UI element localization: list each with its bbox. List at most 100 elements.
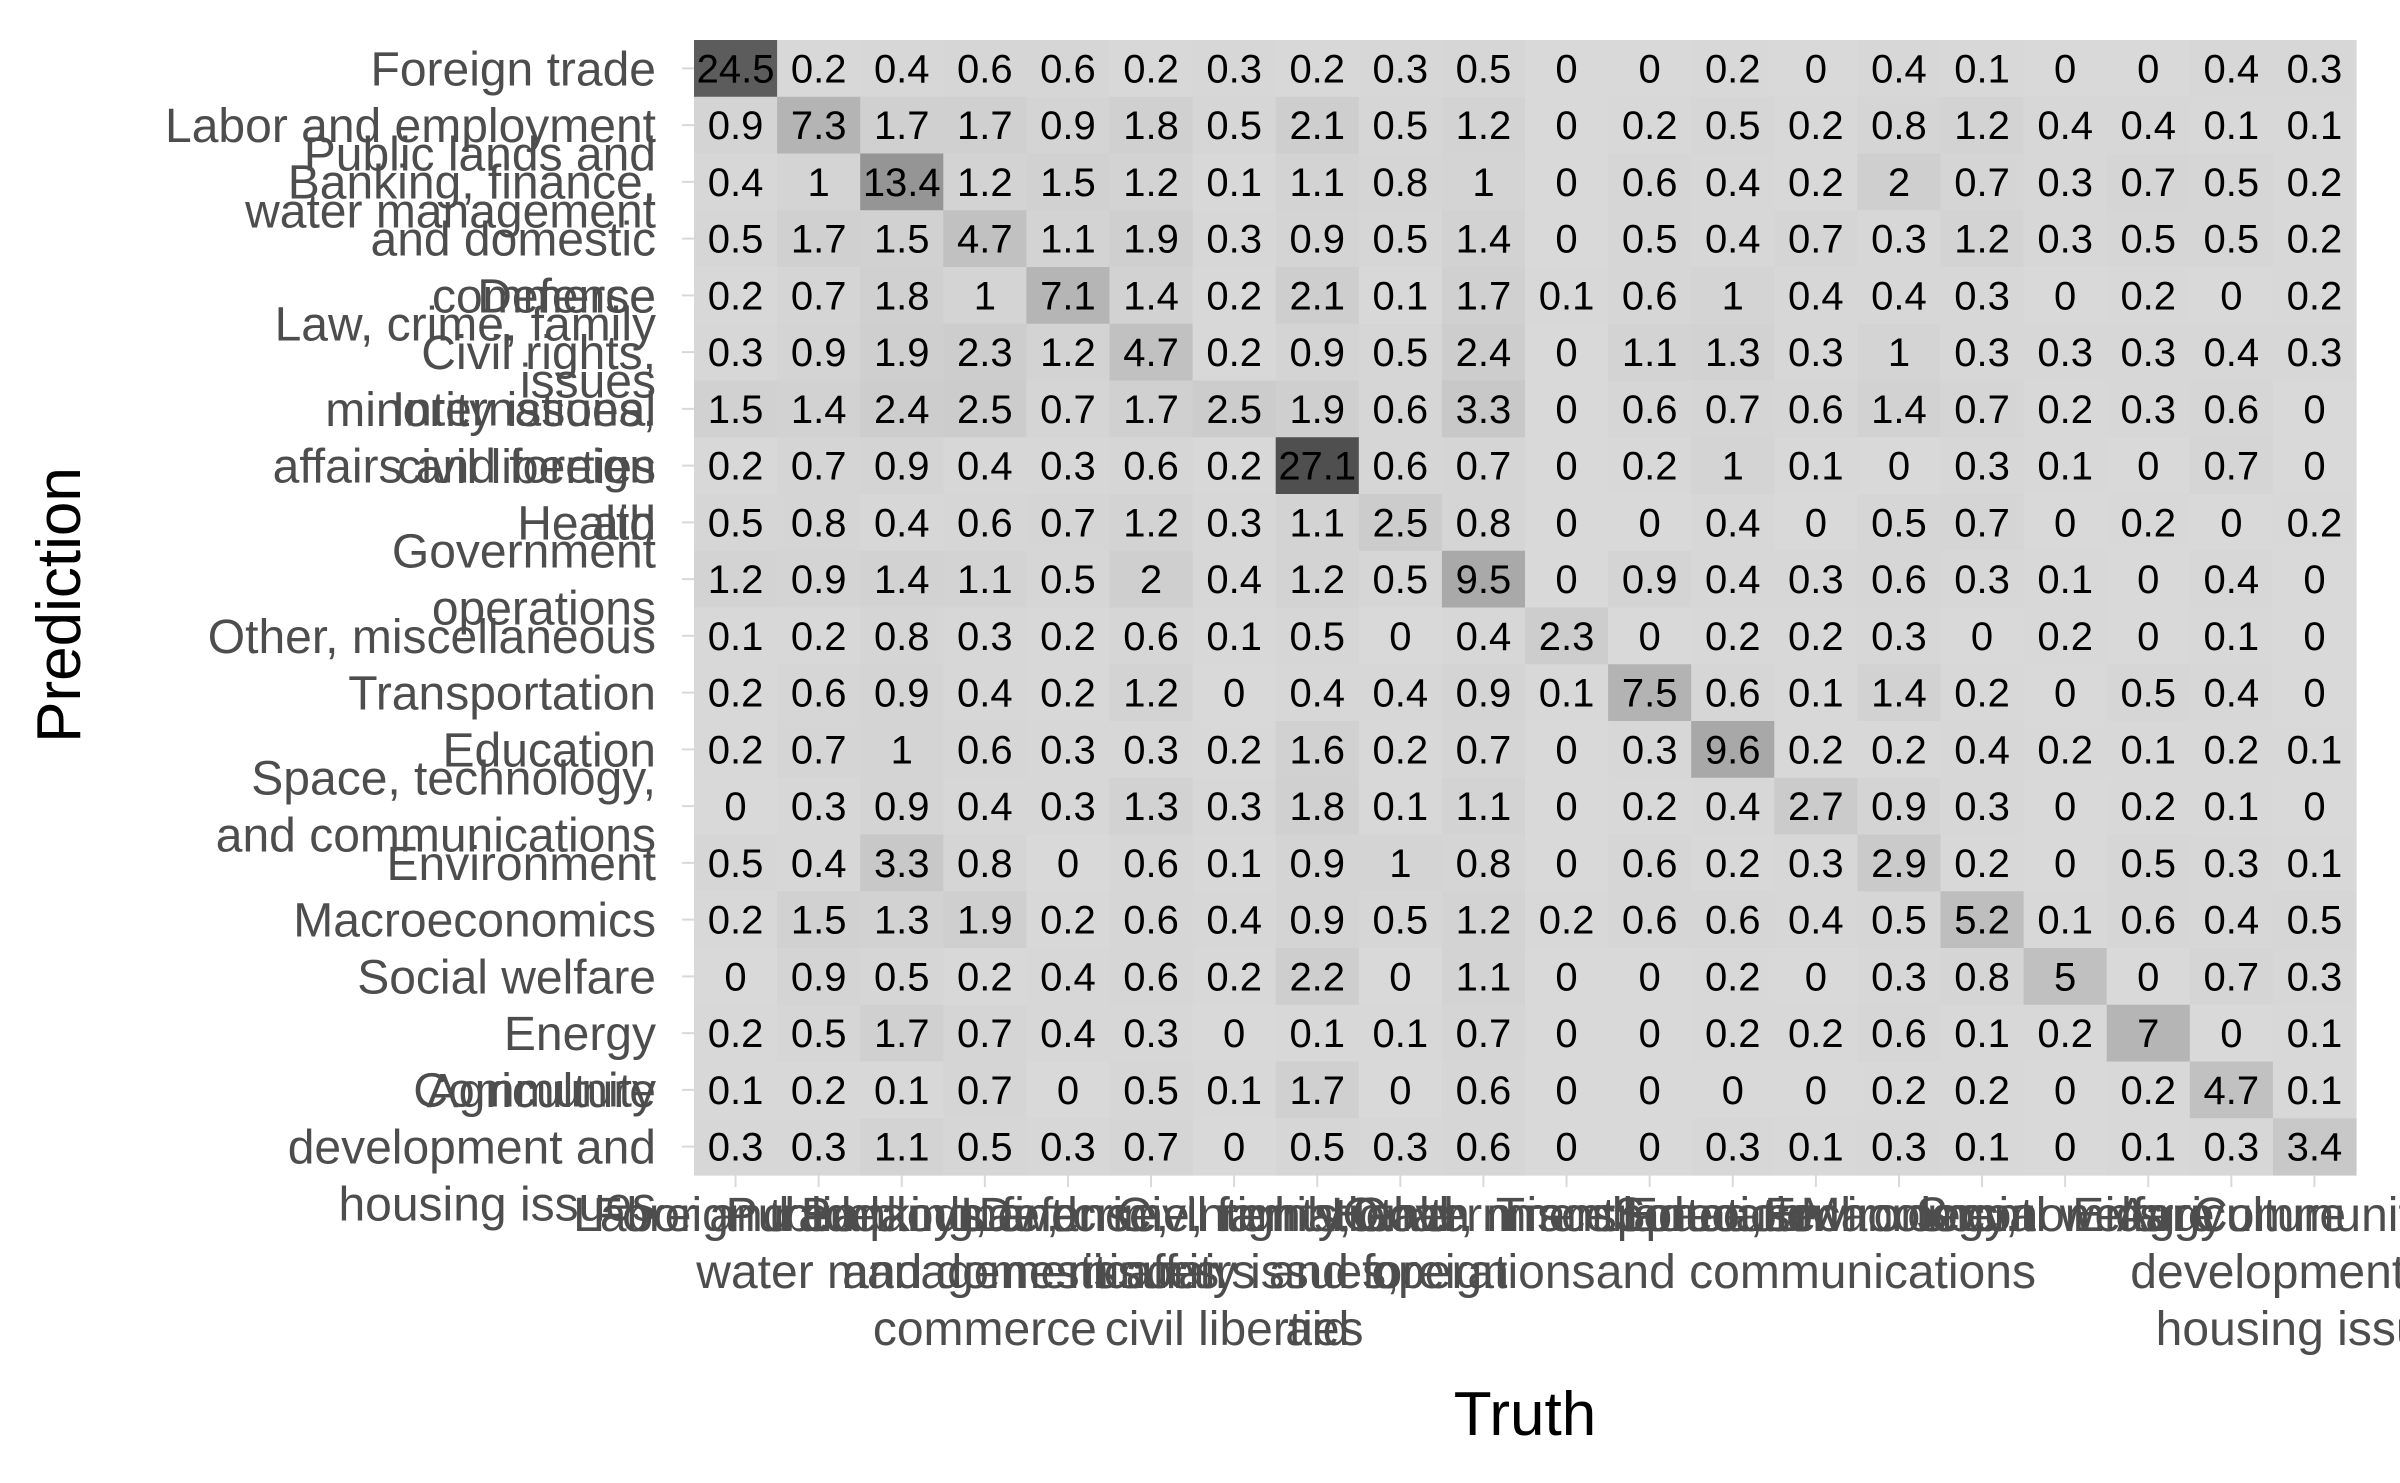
cell-value-label: 0.1 [1788,1126,1844,1170]
heatmap-cell [1608,380,1692,438]
heatmap-cell [2023,1004,2108,1063]
cell-value-label: 1.4 [791,388,847,432]
cell-value-label: 0.6 [1123,615,1179,659]
cell-value-label: 0.3 [1040,785,1096,829]
x-axis-ticks [734,1175,2316,1187]
heatmap-cell [943,153,1027,211]
cell-value-label: 0.4 [1871,47,1927,91]
cell-value-label: 0.6 [1123,899,1179,943]
cell-value-label: 0.1 [1788,445,1844,489]
heatmap-cell [1774,210,1858,268]
heatmap-cell [1940,664,2025,722]
heatmap-cell [1109,210,1194,268]
heatmap-cell [1358,777,1443,836]
heatmap-cell [1192,153,1277,211]
cell-value-label: 0.2 [1788,104,1844,148]
heatmap-cell [1525,267,1609,325]
heatmap-cell [1774,380,1858,438]
cell-value-label: 0.2 [1206,955,1262,999]
cell-value-label: 1 [1888,331,1910,375]
cell-value-label: 0.2 [1788,615,1844,659]
cell-value-label: 0 [1555,501,1577,545]
heatmap-cell [1691,437,1775,495]
heatmap-cell [1774,1004,1858,1063]
cell-value-label: 0.3 [1123,1012,1179,1056]
heatmap-cell [1857,323,1942,382]
y-tick-label: Environment [387,838,656,891]
cell-value-label: 0.4 [957,672,1013,716]
heatmap-cell [1525,1004,1609,1063]
heatmap-cell [1857,664,1942,722]
heatmap-cell [694,40,778,98]
cell-value-label: 0.2 [791,47,847,91]
cell-value-label: 1 [974,274,996,318]
heatmap-cell [1192,607,1277,665]
heatmap-cell [1358,494,1443,552]
cell-value-label: 0 [2137,558,2159,602]
heatmap-cell [1857,550,1942,609]
heatmap-cell [1275,210,1360,268]
x-tick-label: Defense [979,1189,1158,1242]
heatmap-cell [1525,834,1609,892]
cell-value-label: 0.7 [1954,388,2010,432]
cell-value-label: 0.5 [708,218,764,262]
cell-value-label: 0.6 [1622,388,1678,432]
heatmap-cell [777,721,861,779]
heatmap-cell [860,550,944,609]
cell-value-label: 0.3 [957,615,1013,659]
cell-value-label: 0.1 [2120,728,2176,772]
heatmap-cell [1525,891,1609,949]
cell-value-label: 0.1 [2287,728,2343,772]
heatmap-cell [1358,1118,1443,1176]
y-axis-ticks [682,67,694,1148]
cell-value-label: 0 [1057,1069,1079,1113]
heatmap-cell [1441,1004,1526,1063]
heatmap-cell [1857,948,1942,1006]
heatmap-cell [694,323,778,382]
x-axis-title: Truth [1454,1380,1596,1449]
cell-value-label: 0.2 [1788,161,1844,205]
heatmap-cell [1691,380,1775,438]
cell-value-label: 1.9 [1123,218,1179,262]
cell-value-label: 0 [2054,672,2076,716]
heatmap-cell [1857,494,1942,552]
cell-value-label: 0 [1805,501,1827,545]
y-tick-label: Other, miscellaneous [208,611,656,664]
heatmap-cell [1275,721,1360,779]
heatmap-cell [1358,267,1443,325]
heatmap-cell [1026,210,1111,268]
cell-value-label: 0.6 [1871,1012,1927,1056]
cell-value-label: 0.2 [1206,331,1262,375]
heatmap-cell [1857,40,1942,98]
cell-value-label: 0.2 [2120,274,2176,318]
heatmap-cell [1608,1004,1692,1063]
cell-value-label: 0.4 [957,445,1013,489]
cell-value-label: 1.9 [874,331,930,375]
heatmap-cell [1275,664,1360,722]
heatmap-cell [1275,607,1360,665]
heatmap-cell [1275,153,1360,211]
cell-value-label: 0 [2303,388,2325,432]
heatmap-cell [777,550,861,609]
heatmap-cell [1026,777,1111,836]
cell-value-label: 0.6 [1456,1126,1512,1170]
cell-value-label: 0.3 [2287,955,2343,999]
heatmap-cell [2023,210,2108,268]
cell-value-label: 0.7 [791,445,847,489]
cell-value-label: 1.2 [1123,672,1179,716]
heatmap-cell [1608,267,1692,325]
cell-value-label: 0.2 [1622,785,1678,829]
heatmap-cell [1109,267,1194,325]
cell-value-label: 2.5 [957,388,1013,432]
heatmap-cell [943,1118,1027,1176]
heatmap-cell [1192,948,1277,1006]
cell-value-label: 0.2 [2120,1069,2176,1113]
cell-value-label: 0.5 [708,501,764,545]
heatmap-cell [1608,494,1692,552]
heatmap-cell [2106,721,2191,779]
cell-value-label: 0 [2054,274,2076,318]
cell-value-label: 0.8 [1373,161,1429,205]
heatmap-cell [1275,834,1360,892]
cell-value-label: 0.9 [874,445,930,489]
cell-value-label: 1.8 [1289,785,1345,829]
